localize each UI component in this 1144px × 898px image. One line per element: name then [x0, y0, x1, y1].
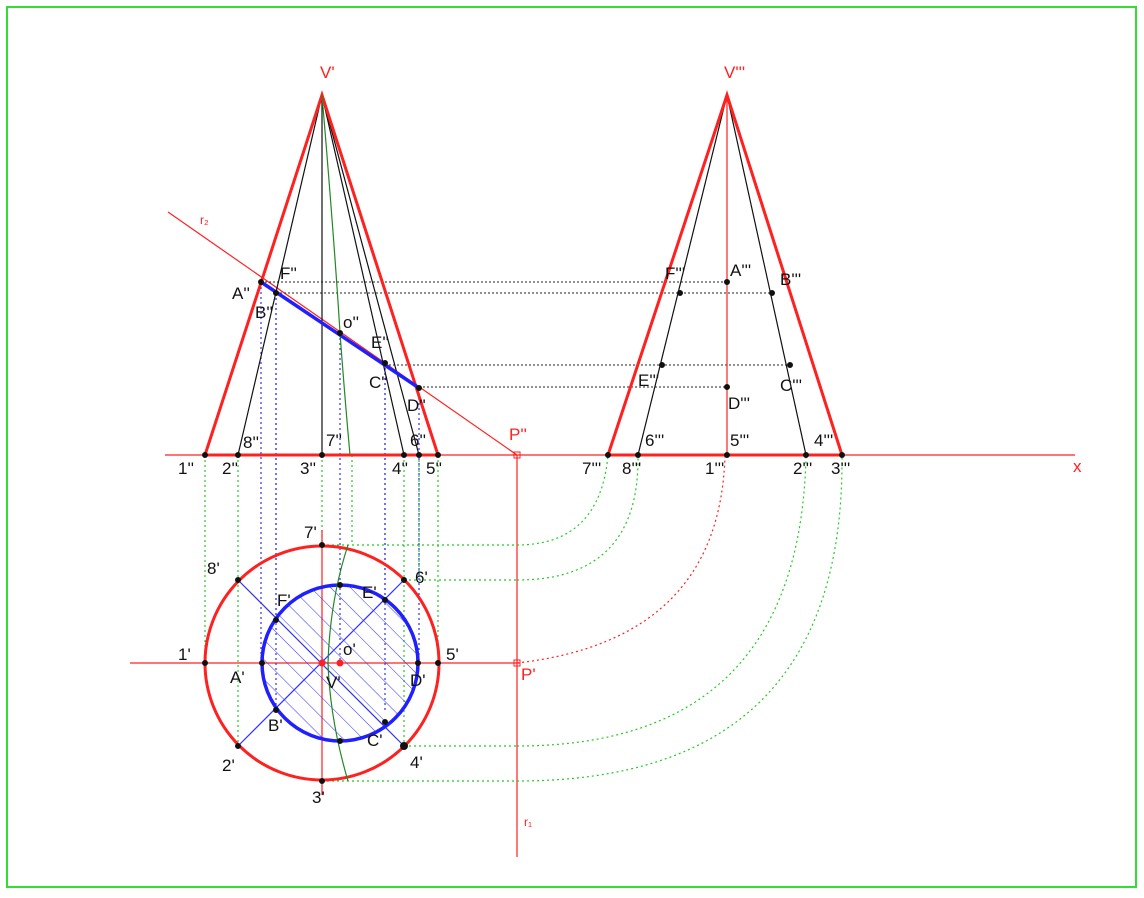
label-2-3: 2''' — [793, 459, 812, 478]
label-F2: F'' — [280, 264, 297, 283]
label-7-3: 7''' — [582, 459, 601, 478]
black-projection-lines — [261, 281, 790, 388]
top-section-curve — [327, 544, 349, 782]
label-psingle: P' — [521, 665, 536, 684]
label-2-2: 2'' — [222, 459, 238, 478]
label-V1: V' — [326, 673, 341, 692]
label-2-1: 2' — [222, 756, 235, 775]
label-D1: D' — [410, 671, 426, 690]
drawing-frame — [6, 6, 1137, 888]
label-C2: C'' — [369, 373, 388, 392]
label-7-2: 7'' — [326, 431, 342, 450]
front-view-generatrices — [237, 94, 420, 456]
label-4-1: 4' — [410, 753, 423, 772]
label-A1: A' — [230, 668, 245, 687]
label-r1: r₁ — [524, 815, 532, 829]
red-construction-arc — [516, 454, 726, 664]
red-point-markers — [318, 451, 521, 667]
green-construction-lines — [204, 454, 843, 782]
label-B3: B''' — [780, 270, 801, 289]
label-B2: B'' — [255, 303, 273, 322]
label-B1: B' — [268, 716, 283, 735]
label-5-3: 5''' — [730, 431, 749, 450]
label-F1: F' — [277, 591, 291, 610]
label-8-3: 8''' — [622, 459, 641, 478]
label-6-3: 6''' — [645, 431, 664, 450]
front-section-curve — [321, 94, 351, 456]
label-1-2: 1'' — [178, 459, 194, 478]
point-markers — [202, 279, 845, 784]
label-7-1: 7' — [304, 523, 317, 542]
label-A3: A''' — [730, 261, 751, 280]
label-vprime: V' — [320, 63, 335, 82]
label-C1: C' — [367, 731, 383, 750]
side-view-cone-outline — [606, 90, 844, 456]
label-o2: o'' — [343, 313, 359, 332]
label-vtriple: V''' — [724, 63, 745, 82]
label-5-2: 5'' — [426, 459, 442, 478]
label-C3: C''' — [780, 376, 802, 395]
label-3-3: 3''' — [831, 459, 850, 478]
label-E2: E'' — [371, 333, 389, 352]
label-r2: r₂ — [200, 213, 209, 227]
label-D3: D''' — [728, 394, 750, 413]
label-A2: A'' — [232, 284, 250, 303]
label-4-3: 4''' — [814, 431, 833, 450]
label-F3: F''' — [665, 264, 685, 283]
label-4-2: 4'' — [392, 459, 408, 478]
label-5-1: 5' — [446, 645, 459, 664]
label-3-1: 3' — [312, 788, 325, 807]
label-1-3: 1''' — [705, 459, 724, 478]
side-view-generatrices — [637, 94, 807, 456]
label-3-2: 3'' — [300, 459, 316, 478]
label-pdouble: P'' — [509, 425, 527, 444]
label-8-1: 8' — [207, 559, 220, 578]
label-1-1: 1' — [178, 645, 191, 664]
label-E3: E''' — [638, 371, 659, 390]
label-8-2: 8'' — [243, 433, 259, 452]
label-6-1: 6' — [415, 568, 428, 587]
label-D2: D'' — [407, 396, 426, 415]
label-6-2: 6'' — [410, 431, 426, 450]
label-o1: o' — [343, 640, 356, 659]
label-x-axis: x — [1073, 457, 1082, 476]
label-E1: E' — [362, 583, 377, 602]
